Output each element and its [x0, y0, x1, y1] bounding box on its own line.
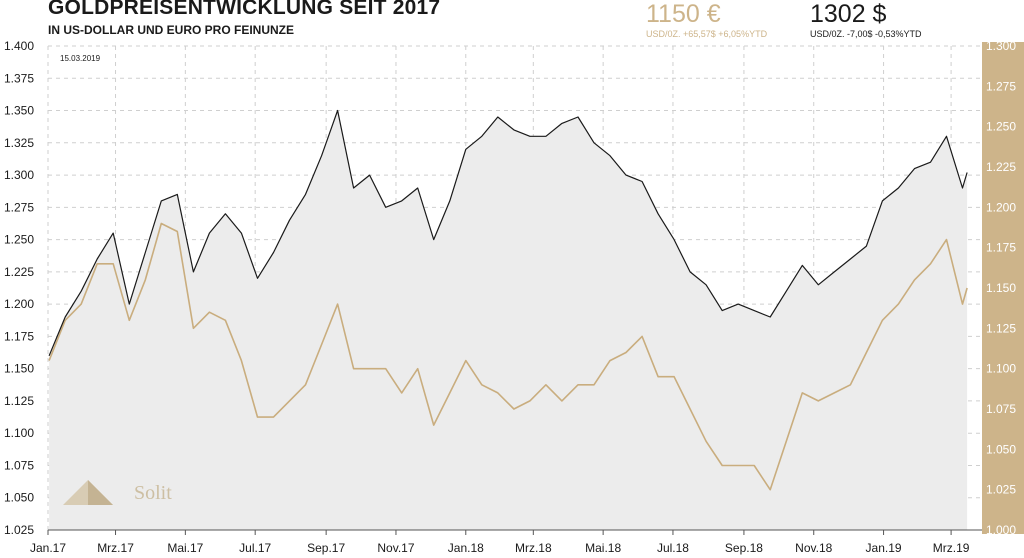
x-tick-label: Mrz.19: [933, 541, 970, 555]
left-tick-label: 1.175: [4, 329, 34, 343]
x-tick-label: Sep.18: [725, 541, 763, 555]
eur-change: USD/0Z. +65,57$ +6,05%YTD: [646, 29, 768, 39]
right-axis: 1.000 1.025 1.050 1.075 1.100 1.125 1.150 1.175…: [986, 39, 1016, 537]
x-tick-label: Mrz.17: [97, 541, 134, 555]
left-tick-label: 1.400: [4, 39, 34, 53]
x-tick-label: Jan.17: [30, 541, 66, 555]
left-tick-label: 1.150: [4, 362, 34, 376]
right-tick-label: 1.200: [986, 200, 1016, 214]
eur-series-line: [48, 222, 968, 491]
logo: Solit: [63, 480, 172, 505]
date-label: 15.03.2019: [60, 54, 101, 63]
left-tick-label: 1.375: [4, 71, 34, 85]
pyramid-shade: [88, 480, 113, 505]
usd-series-line: [48, 109, 968, 357]
usd-price: 1302 $: [810, 0, 887, 28]
right-tick-label: 1.175: [986, 241, 1016, 255]
right-tick-label: 1.275: [986, 79, 1016, 93]
usd-change: USD/0Z. -7,00$ -0,53%YTD: [810, 29, 922, 39]
right-tick-label: 1.250: [986, 120, 1016, 134]
x-tick-label: Mrz.18: [515, 541, 552, 555]
left-axis: 1.025 1.050 1.075 1.100 1.125 1.150 1.175 1.200…: [4, 39, 34, 537]
x-tick-label: Nov.17: [377, 541, 414, 555]
right-tick-label: 1.075: [986, 402, 1016, 416]
left-tick-label: 1.250: [4, 233, 34, 247]
right-tick-label: 1.150: [986, 281, 1016, 295]
x-tick-label: Jan.19: [866, 541, 902, 555]
x-tick-label: Sep.17: [307, 541, 345, 555]
series-lines: [48, 109, 968, 491]
right-tick-label: 1.125: [986, 321, 1016, 335]
left-tick-label: 1.025: [4, 523, 34, 537]
left-tick-label: 1.075: [4, 458, 34, 472]
left-tick-label: 1.050: [4, 491, 34, 505]
left-tick-label: 1.275: [4, 200, 34, 214]
left-tick-label: 1.200: [4, 297, 34, 311]
right-tick-label: 1.100: [986, 362, 1016, 376]
left-tick-label: 1.350: [4, 104, 34, 118]
eur-price: 1150 €: [646, 0, 721, 28]
right-tick-label: 1.050: [986, 442, 1016, 456]
logo-text: Solit: [134, 482, 172, 504]
x-tick-label: Jul.17: [239, 541, 271, 555]
left-tick-label: 1.225: [4, 265, 34, 279]
usd-area: [49, 110, 968, 530]
usd-area-fill: [49, 110, 968, 530]
left-tick-label: 1.125: [4, 394, 34, 408]
left-tick-label: 1.100: [4, 426, 34, 440]
x-axis: Jan.17 Mrz.17 Mai.17 Jul.17 Sep.17 Nov.17 Jan.…: [30, 529, 982, 555]
right-axis-panel: [982, 42, 1024, 534]
right-tick-label: 1.000: [986, 523, 1016, 537]
x-tick-label: Mai.17: [167, 541, 203, 555]
right-axis-background: [982, 42, 1024, 534]
left-tick-label: 1.325: [4, 136, 34, 150]
left-tick-label: 1.300: [4, 168, 34, 182]
x-tick-label: Jul.18: [657, 541, 689, 555]
right-tick-label: 1.025: [986, 483, 1016, 497]
right-tick-label: 1.300: [986, 39, 1016, 53]
chart-title: GOLDPREISENTWICKLUNG SEIT 2017: [48, 0, 441, 19]
right-tick-label: 1.225: [986, 160, 1016, 174]
x-tick-label: Nov.18: [795, 541, 832, 555]
chart-subtitle: IN US-DOLLAR UND EURO PRO FEINUNZE: [48, 23, 294, 37]
x-tick-label: Jan.18: [448, 541, 484, 555]
x-tick-label: Mai.18: [585, 541, 621, 555]
